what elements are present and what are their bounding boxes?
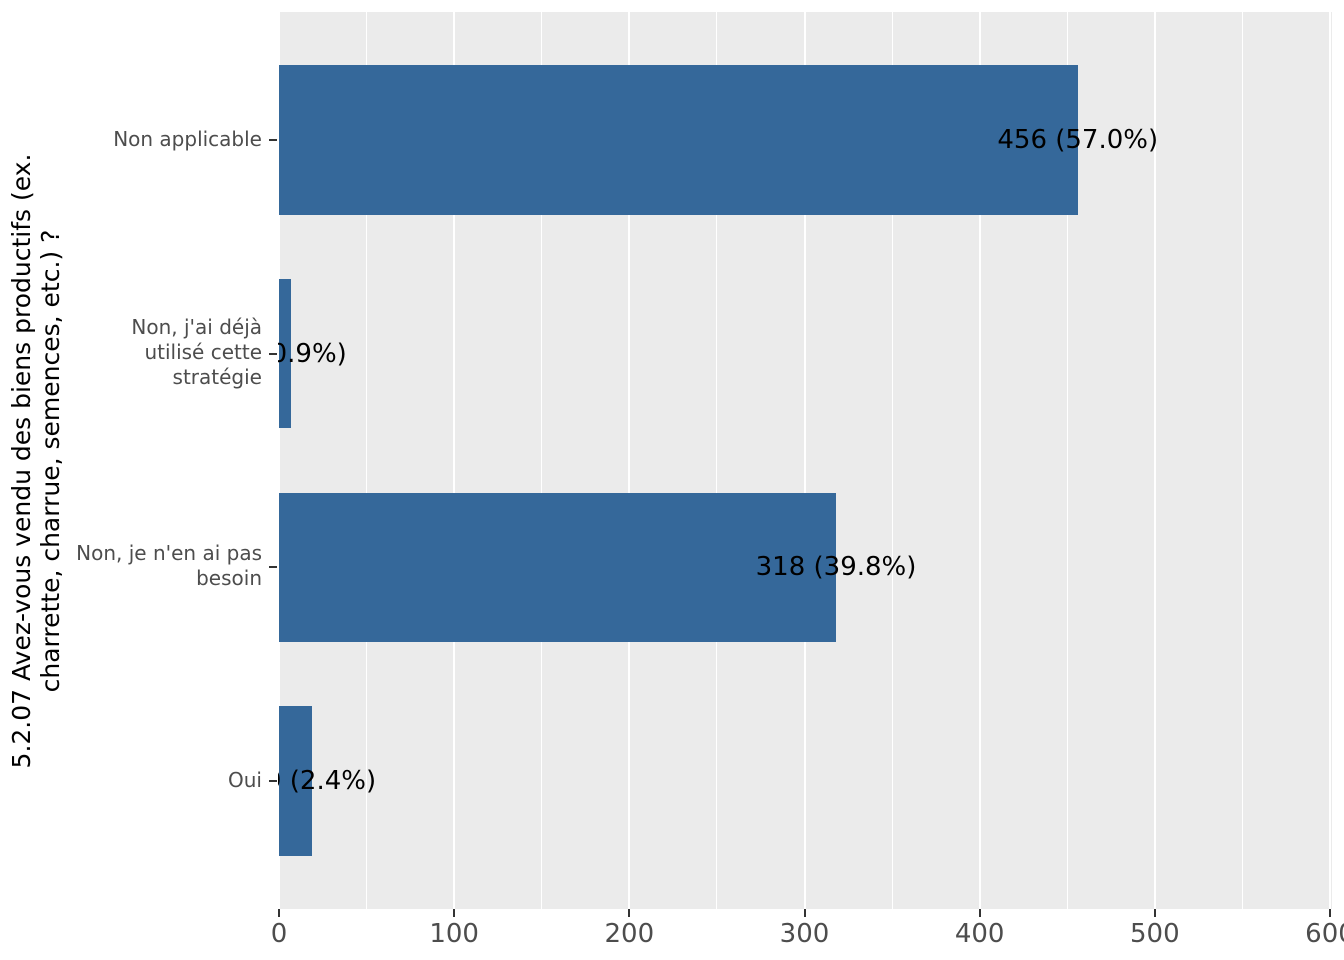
y-axis-title-line-1: 5.2.07 Avez-vous vendu des biens product… bbox=[7, 153, 36, 769]
major-gridline bbox=[1329, 12, 1331, 909]
y-axis-tick bbox=[269, 139, 277, 142]
bar bbox=[279, 706, 313, 856]
minor-gridline bbox=[366, 12, 368, 909]
minor-gridline bbox=[891, 12, 893, 909]
minor-gridline bbox=[716, 12, 718, 909]
x-axis-tick-label: 400 bbox=[954, 919, 1005, 949]
x-axis-tick-label: 300 bbox=[779, 919, 830, 949]
x-axis-tick bbox=[628, 909, 631, 917]
x-axis-tick-label: 600 bbox=[1305, 919, 1344, 949]
bar bbox=[279, 278, 292, 429]
x-axis-tick bbox=[278, 909, 280, 917]
y-axis-tick bbox=[269, 566, 277, 569]
bar-value-label: 456 (57.0%) bbox=[997, 125, 1159, 156]
major-gridline bbox=[1153, 12, 1156, 909]
minor-gridline bbox=[541, 12, 543, 909]
major-gridline bbox=[278, 12, 280, 909]
x-axis-tick bbox=[453, 909, 456, 917]
major-gridline bbox=[453, 12, 456, 909]
bar-value-label: 318 (39.8%) bbox=[755, 552, 917, 583]
minor-gridline bbox=[1066, 12, 1068, 909]
bar-value-label: 19 (2.4%) bbox=[278, 765, 377, 796]
minor-gridline bbox=[1241, 12, 1243, 909]
bar bbox=[279, 492, 837, 643]
x-axis-tick bbox=[1329, 909, 1331, 917]
major-gridline bbox=[628, 12, 631, 909]
major-gridline bbox=[803, 12, 806, 909]
x-axis-tick bbox=[978, 909, 981, 917]
y-axis-title-line-2: charrette, charrue, semences, etc.) ? bbox=[36, 229, 65, 693]
y-axis-tick bbox=[269, 352, 277, 355]
bar bbox=[279, 65, 1078, 215]
y-axis-tick bbox=[269, 779, 277, 782]
y-axis-category-label: Oui bbox=[228, 767, 262, 792]
y-axis-category-label: Non applicable bbox=[113, 127, 262, 152]
y-axis-category-label: Non, je n'en ai pas besoin bbox=[76, 541, 262, 591]
y-axis-category-label: Non, j'ai déjà utilisé cette stratégie bbox=[131, 314, 262, 389]
x-axis-tick-label: 500 bbox=[1130, 919, 1180, 949]
x-axis-tick-label: 200 bbox=[604, 919, 655, 949]
x-axis-tick-label: 100 bbox=[429, 919, 479, 949]
bar-value-label: 7 (0.9%) bbox=[278, 338, 347, 369]
major-gridline bbox=[978, 12, 981, 909]
plot-panel: 456 (57.0%) 7 (0.9%) 318 (39.8%) 19 (2.4%) bbox=[278, 12, 1332, 909]
x-axis-tick-label: 0 bbox=[270, 919, 288, 949]
y-axis-title: 5.2.07 Avez-vous vendu des biens product… bbox=[7, 12, 65, 910]
x-axis-tick bbox=[803, 909, 806, 917]
x-axis-tick bbox=[1153, 909, 1156, 917]
